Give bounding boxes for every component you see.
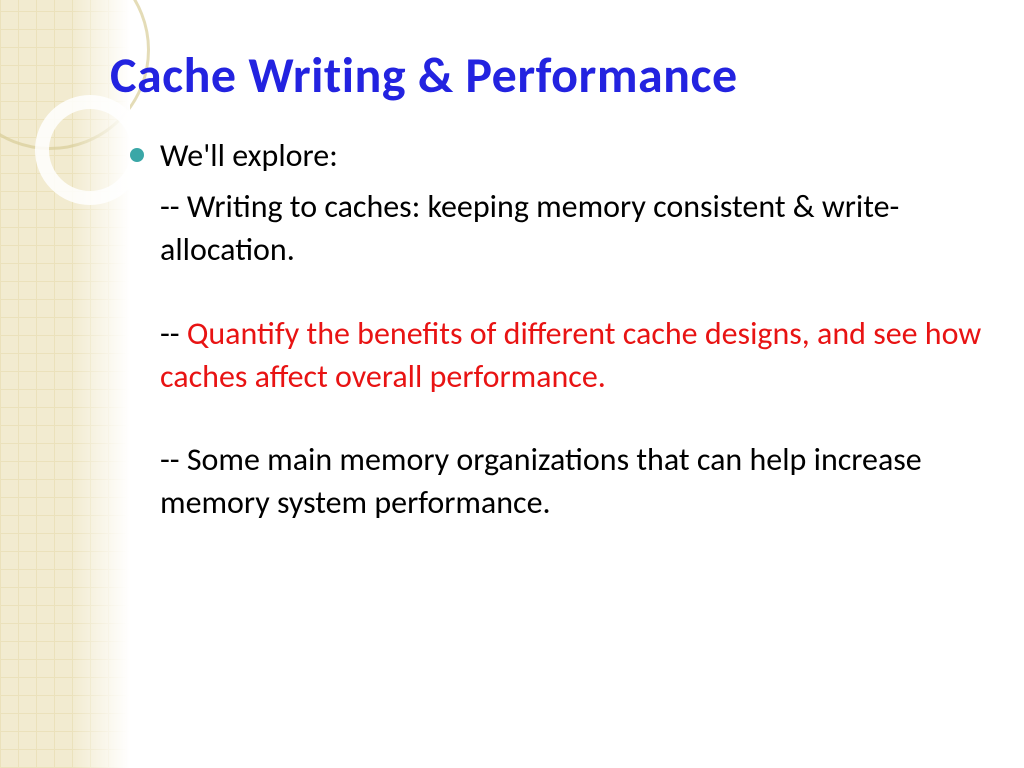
- item2-highlight: Quantify the benefits of different cache…: [160, 314, 981, 396]
- lead-text: We'll explore:: [160, 136, 338, 175]
- slide-body: We'll explore: -- Writing to caches: kee…: [110, 134, 984, 524]
- slide-title: Cache Writing & Performance: [110, 45, 984, 106]
- item2-prefix: --: [160, 314, 187, 353]
- body-item-1: -- Writing to caches: keeping memory con…: [160, 185, 984, 271]
- body-item-2: -- Quantify the benefits of different ca…: [160, 312, 984, 398]
- slide-content: Cache Writing & Performance We'll explor…: [110, 45, 984, 564]
- bullet-icon: [130, 148, 144, 162]
- body-item-3: -- Some main memory organizations that c…: [160, 438, 984, 524]
- bullet-row: We'll explore:: [160, 134, 984, 177]
